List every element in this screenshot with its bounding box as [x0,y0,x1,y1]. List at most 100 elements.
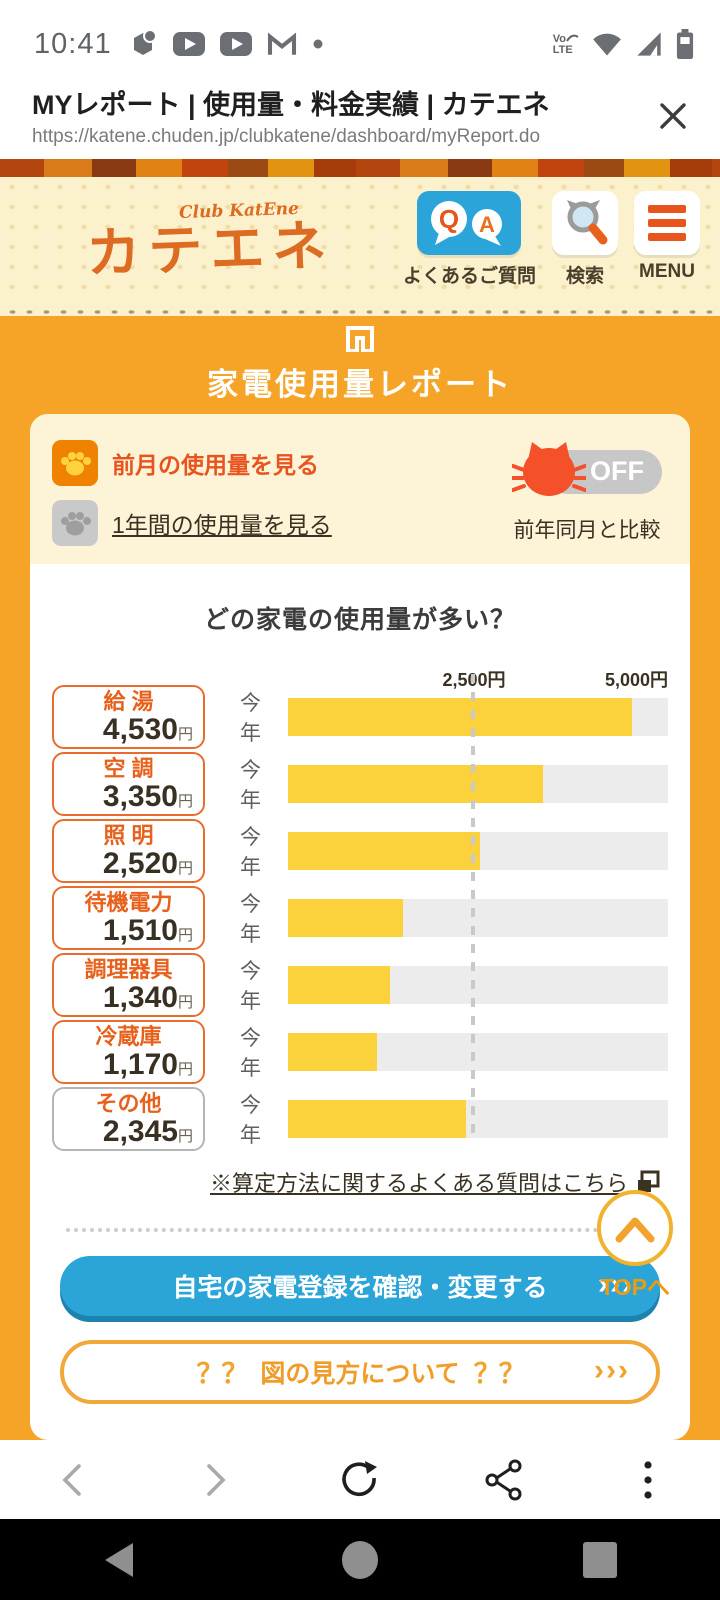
chevron-up-icon [615,1217,655,1243]
android-recents-icon [583,1541,617,1578]
android-home-button[interactable] [240,1540,480,1579]
series-label: 今年 [240,892,261,946]
category-value: 1,170 [102,1047,178,1081]
bar-track [288,1099,668,1138]
chart-row-sonota: その他 2,345円 今年 [52,1086,668,1151]
how-to-read-button[interactable]: ？？ 図の見方について ？？ ››› [60,1339,660,1404]
bar-track [288,965,668,1004]
forward-button[interactable] [144,1460,288,1500]
category-unit: 円 [177,993,193,1011]
chart-row-kyuto: 給 湯 4,530円 今年 [52,684,668,749]
android-home-icon [342,1540,378,1579]
back-button[interactable] [0,1460,144,1500]
chart-title: どの家電の使用量が多い？ [203,605,516,634]
menu-label: MENU [639,261,695,283]
bar-track [288,697,668,736]
search-label: 検索 [565,266,604,288]
chevrons-icon: ››› [598,1267,634,1301]
report-controls: 前月の使用量を見る 1年間の使用量を見る OFF [30,413,690,564]
kebab-menu-icon [644,1461,652,1499]
overflow-menu-button[interactable] [576,1459,720,1501]
gmail-notification-icon [267,32,296,56]
chart-row-shomei: 照 明 2,520円 今年 [52,818,668,883]
chevron-right-icon [207,1463,226,1496]
prev-month-link[interactable]: 前月の使用量を見る [52,439,332,486]
chart-row-kucho: 空 調 3,350円 今年 [52,751,668,816]
category-value: 4,530 [102,712,178,746]
dashed-separator [66,1227,654,1232]
battery-icon [676,29,694,60]
browser-toolbar [0,1439,720,1520]
cat-icon [512,441,586,496]
category-unit: 円 [177,1127,193,1145]
category-card: 待機電力 1,510円 [52,885,205,950]
chart-row-chori: 調理器具 1,340円 今年 [52,952,668,1017]
compare-toggle[interactable]: OFF [512,440,662,504]
question-marks-icon: ？？ [196,1359,248,1390]
bar-track [288,831,668,870]
scroll-to-top-button[interactable]: TOPへ [590,1189,680,1302]
browser-title-bar: MYレポート | 使用量・料金実績 | カテエネ https://katene.… [0,78,720,159]
page-title: MYレポート | 使用量・料金実績 | カテエネ [32,90,550,120]
hamburger-icon [648,205,686,242]
one-year-link[interactable]: 1年間の使用量を見る [52,499,332,546]
gridline-2500 [471,673,475,1138]
dotted-divider [0,302,720,316]
android-back-button[interactable] [0,1541,240,1579]
home-icon [346,325,374,353]
compare-label: 前年同月と比較 [513,518,661,542]
signal-icon [637,32,661,56]
one-year-label: 1年間の使用量を見る [112,511,332,538]
category-label: 空 調 [103,755,154,781]
faq-button[interactable]: Q A よくあるご質問 [403,191,536,288]
register-button-label: 自宅の家電登録を確認・変更する [172,1273,548,1302]
android-recents-button[interactable] [480,1541,720,1578]
bar-track [288,1032,668,1071]
app-notification-icon [133,29,157,56]
paw-icon-inactive [52,499,98,546]
svg-text:A: A [480,212,496,237]
wifi-icon [593,33,621,56]
category-unit: 円 [177,725,193,743]
share-button[interactable] [432,1459,576,1501]
bar-fill [288,1099,467,1138]
category-card: その他 2,345円 [52,1086,205,1151]
calculation-faq-link[interactable]: ※算定方法に関するよくある質問はこちら [209,1170,628,1196]
series-label: 今年 [240,825,261,879]
faq-label: よくあるご質問 [402,266,536,288]
register-appliances-button[interactable]: 自宅の家電登録を確認・変更する ››› [60,1255,660,1316]
axis-tick-5000: 5,000円 [604,669,668,690]
bar-fill [288,764,543,803]
search-icon [567,200,608,245]
menu-button[interactable]: MENU [634,191,700,283]
category-card: 冷蔵庫 1,170円 [52,1019,205,1084]
close-icon[interactable] [654,97,692,135]
bar-fill [288,697,633,736]
series-label: 今年 [240,959,261,1013]
category-label: 照 明 [103,822,154,848]
youtube-notification-icon [172,32,205,57]
katene-logo[interactable]: Club KatEne カテエネ [85,197,335,284]
page-url: https://katene.chuden.jp/clubkatene/dash… [32,126,541,147]
qa-bubbles-icon: Q A [431,201,503,247]
paw-icon-active [52,439,98,486]
report-card: 前月の使用量を見る 1年間の使用量を見る OFF [30,413,690,1440]
category-unit: 円 [177,1060,193,1078]
search-button[interactable]: 検索 [552,191,618,288]
report-banner: 家電使用量レポート [30,322,690,404]
volte-icon: Vo LTE [553,32,579,56]
category-card: 給 湯 4,530円 [52,684,205,749]
chart-row-reizoko: 冷蔵庫 1,170円 今年 [52,1019,668,1084]
category-value: 1,340 [102,980,178,1014]
series-label: 今年 [240,1026,261,1080]
report-title: 家電使用量レポート [207,366,513,402]
category-label: その他 [95,1090,162,1116]
bar-fill [288,831,480,870]
series-label: 今年 [240,691,261,745]
category-value: 1,510 [102,913,178,947]
refresh-button[interactable] [288,1459,432,1501]
category-unit: 円 [177,859,193,877]
dot-notification-icon [313,39,323,49]
prev-month-label: 前月の使用量を見る [112,451,319,478]
share-icon [485,1459,522,1501]
